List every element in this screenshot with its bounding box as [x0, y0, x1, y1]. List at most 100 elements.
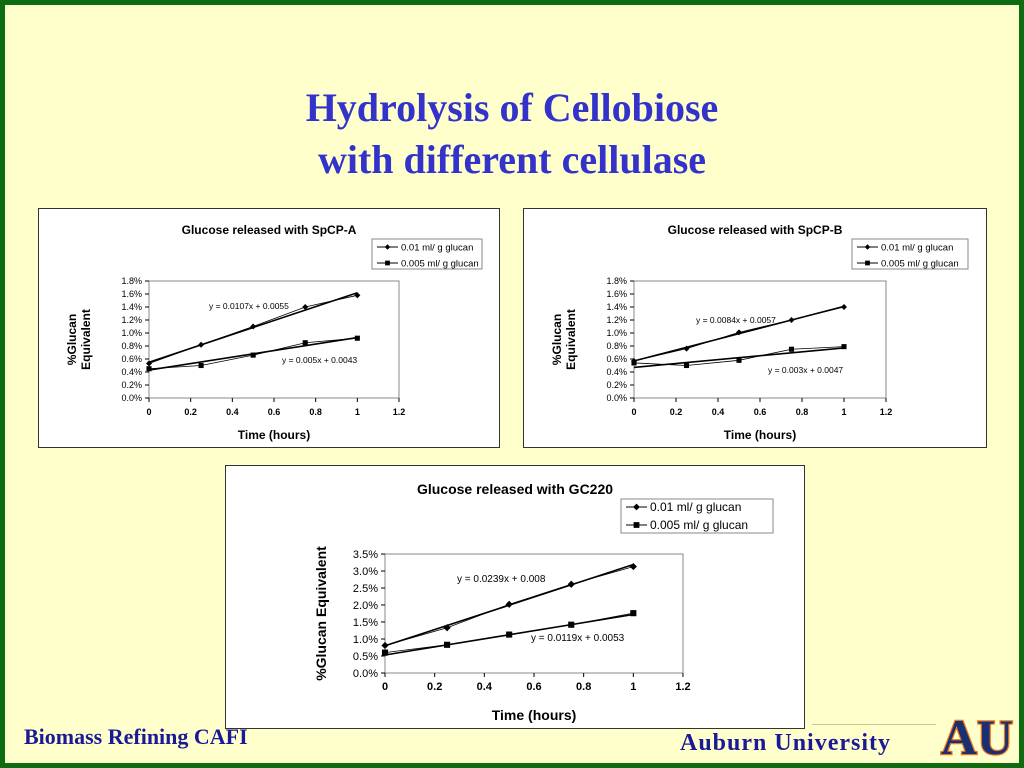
x-tick-label: 0.4: [226, 407, 239, 417]
chart-spcp-a: Glucose released with SpCP-A 0.0% 0.2% 0.4%…: [38, 208, 500, 448]
legend-label: 0.01 ml/ g glucan: [401, 242, 473, 253]
trendline-equation: y = 0.003x + 0.0047: [768, 365, 843, 375]
data-point: [198, 362, 204, 369]
x-tick-label: 0.6: [526, 681, 541, 693]
data-point: [736, 357, 742, 363]
x-tick-label: 0.8: [309, 407, 322, 417]
x-axis-label: Time (hours): [724, 428, 796, 442]
data-point: [146, 360, 152, 367]
data-point: [354, 292, 361, 299]
y-axis-label: %Glucan Equivalent: [313, 546, 329, 681]
legend-label: 0.005 ml/ g glucan: [401, 258, 479, 269]
y-tick-label: 0.5%: [353, 651, 378, 663]
trendline-equation: y = 0.0084x + 0.0057: [696, 315, 776, 325]
y-tick-label: 0.4%: [606, 367, 627, 377]
series-2: [631, 344, 847, 369]
data-point: [630, 610, 637, 617]
data-point: [788, 317, 795, 323]
series-1: [631, 304, 847, 364]
y-tick-label: 2.0%: [353, 600, 378, 612]
legend-marker: [864, 244, 871, 250]
y-tick-label: 0.2%: [121, 380, 142, 390]
data-point: [381, 649, 389, 656]
chart-title: Glucose released with SpCP-B: [668, 223, 843, 237]
x-tick-label: 0: [146, 407, 151, 417]
x-tick-label: 0.8: [796, 407, 809, 417]
chart-svg: Glucose released with GC220 0.0% 0.5% 1.0% 1…: [313, 481, 774, 723]
y-tick-label: 1.8%: [121, 276, 142, 286]
footer-divider: [812, 724, 936, 725]
chart-title: Glucose released with GC220: [417, 481, 613, 497]
data-point: [354, 335, 360, 341]
series-1: [146, 291, 361, 367]
data-point: [683, 362, 690, 369]
legend-marker: [385, 260, 390, 266]
chart-gc220: Glucose released with GC220 0.0% 0.5% 1.0% 1…: [225, 465, 805, 729]
legend-marker: [865, 260, 870, 266]
legend-marker: [633, 522, 640, 528]
legend-box: [371, 238, 483, 270]
y-axis-label: Equivalent: [564, 309, 578, 370]
data-point: [506, 631, 513, 638]
trendline-equation: y = 0.005x + 0.0043: [282, 355, 357, 365]
x-tick-label: 1.2: [675, 681, 690, 693]
trendline-equation: y = 0.0107x + 0.0055: [209, 301, 289, 311]
y-tick-label: 0.4%: [121, 367, 142, 377]
y-tick-label: 0.8%: [121, 341, 142, 351]
data-point: [629, 562, 637, 571]
x-axis-label: Time (hours): [238, 428, 310, 442]
data-point: [631, 360, 637, 366]
data-point: [841, 304, 847, 310]
data-point: [381, 641, 389, 650]
data-point: [250, 352, 256, 358]
x-tick-label: 0.8: [576, 681, 591, 693]
data-point: [736, 329, 742, 336]
x-tick-label: 0: [631, 407, 636, 417]
y-tick-label: 1.0%: [121, 328, 142, 338]
x-tick-label: 0.6: [754, 407, 767, 417]
data-point: [567, 580, 575, 588]
data-point: [444, 641, 451, 648]
legend-box: [851, 238, 969, 270]
trendline-equation: y = 0.0119x + 0.0053: [531, 633, 625, 644]
y-axis-label: Equivalent: [79, 309, 93, 370]
y-tick-label: 0.6%: [606, 354, 627, 364]
x-tick-label: 0.2: [184, 407, 197, 417]
legend-label: 0.005 ml/ g glucan: [650, 518, 748, 532]
data-point: [505, 600, 513, 608]
y-tick-label: 0.0%: [606, 393, 627, 403]
data-point: [146, 366, 152, 372]
data-point: [841, 344, 847, 350]
y-tick-label: 1.6%: [606, 289, 627, 299]
chart-svg: Glucose released with SpCP-A 0.0% 0.2% 0.4%…: [65, 223, 483, 442]
legend-marker: [633, 503, 640, 511]
y-tick-label: 0.6%: [121, 354, 142, 364]
y-tick-label: 2.5%: [353, 583, 378, 595]
plot-area: [148, 280, 400, 399]
y-tick-label: 0.0%: [121, 393, 142, 403]
legend-box: [620, 498, 774, 534]
x-tick-label: 1: [630, 681, 636, 693]
series-2: [146, 335, 360, 372]
y-tick-label: 1.0%: [353, 634, 378, 646]
y-tick-label: 1.5%: [353, 617, 378, 629]
plot-area: [384, 553, 684, 674]
x-tick-label: 1.2: [880, 407, 893, 417]
y-axis-label: %Glucan: [550, 314, 564, 365]
y-tick-label: 1.2%: [606, 315, 627, 325]
y-tick-label: 0.8%: [606, 341, 627, 351]
auburn-logo-icon: AU: [940, 708, 1014, 764]
y-tick-label: 1.4%: [121, 302, 142, 312]
y-tick-label: 1.0%: [606, 328, 627, 338]
footer-organization: Biomass Refining CAFI: [24, 724, 248, 749]
y-tick-label: 0.2%: [606, 380, 627, 390]
trendline: [633, 347, 845, 369]
data-point: [683, 345, 690, 352]
data-point: [198, 341, 205, 348]
x-tick-label: 0.2: [670, 407, 683, 417]
series-2: [381, 610, 637, 656]
y-tick-label: 3.5%: [353, 549, 378, 561]
y-tick-label: 1.4%: [606, 302, 627, 312]
y-tick-label: 3.0%: [353, 566, 378, 578]
